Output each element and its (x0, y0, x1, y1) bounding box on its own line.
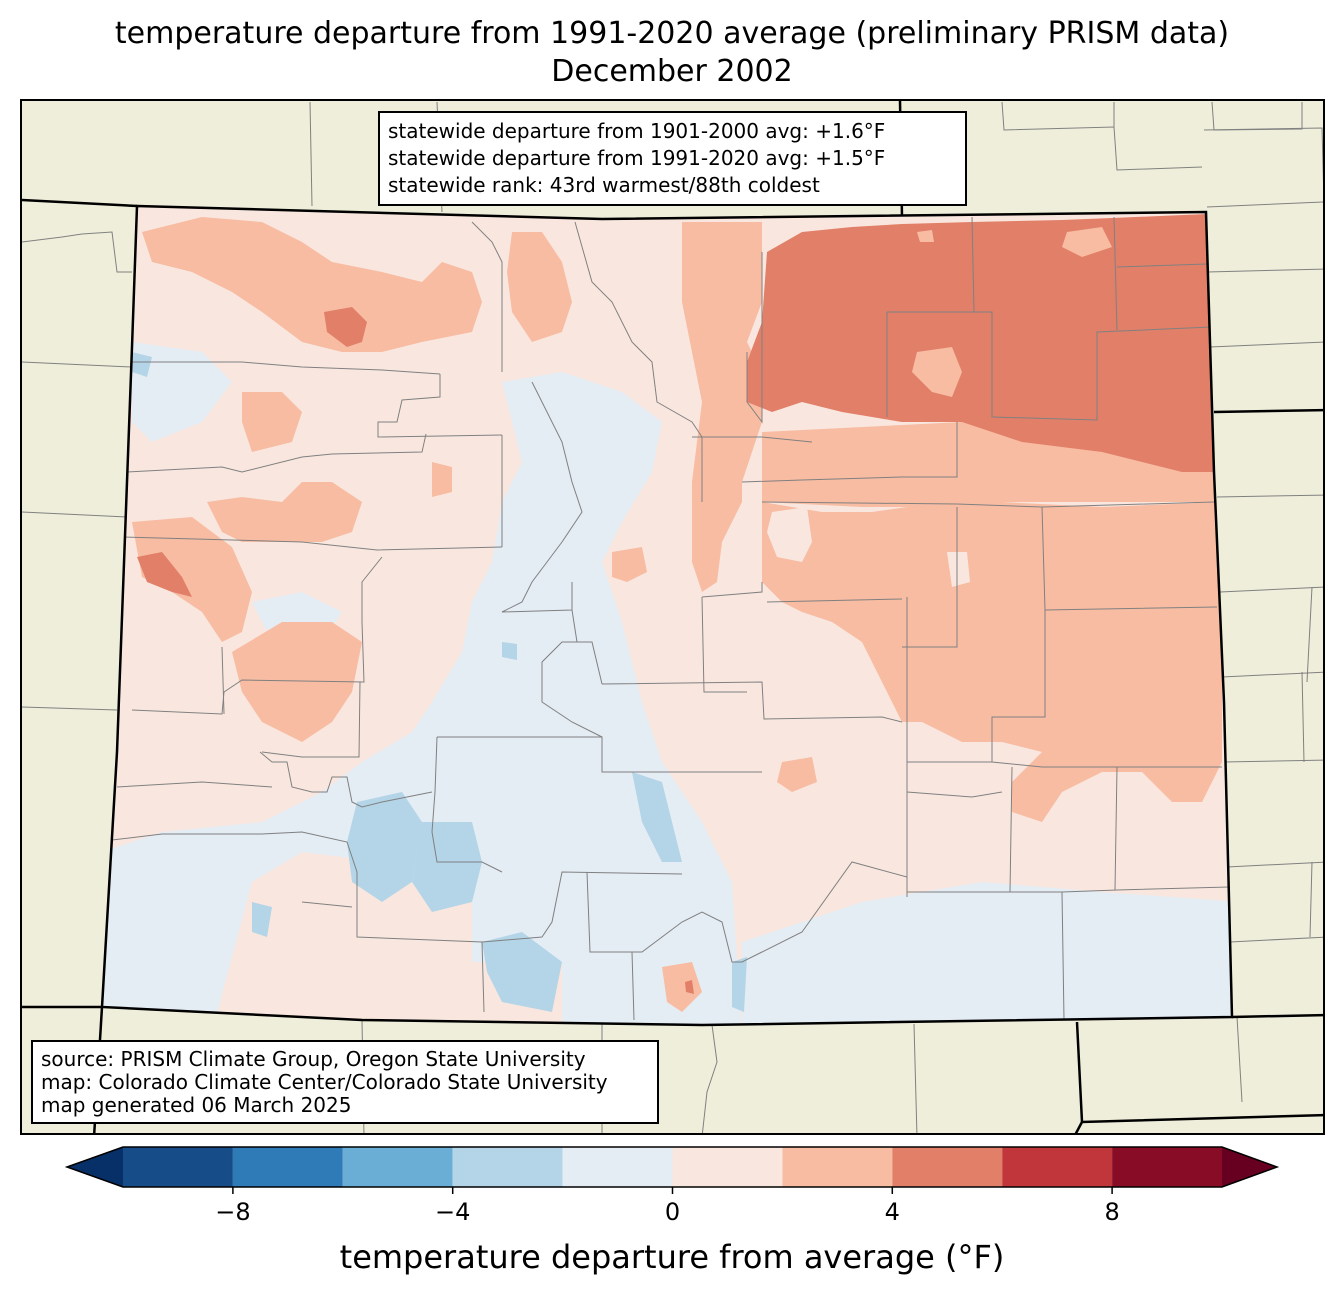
colorbar-bin (342, 1147, 453, 1187)
map-credit-line: map: Colorado Climate Center/Colorado St… (41, 1070, 608, 1094)
colorbar-under-arrow (67, 1147, 123, 1187)
colorbar-bin (123, 1147, 233, 1187)
statewide-stats-box: statewide departure from 1901-2000 avg: … (378, 111, 967, 206)
colorbar-bin (562, 1147, 673, 1187)
colorbar-tick-label: 8 (1104, 1198, 1119, 1226)
neutral-islands (767, 507, 970, 587)
colorbar-over-arrow (1222, 1147, 1277, 1187)
colorado-state-boundary (100, 204, 1234, 1027)
colorbar-label: temperature departure from average (°F) (339, 1238, 1005, 1276)
stats-line-rank: statewide rank: 43rd warmest/88th coldes… (388, 173, 820, 197)
map-title: temperature departure from 1991-2020 ave… (114, 16, 1230, 51)
map-panel (20, 99, 1325, 1135)
map-subtitle-date: December 2002 (551, 54, 793, 89)
colorbar-bin (1002, 1147, 1113, 1187)
colorbar-tick-label: −8 (215, 1198, 250, 1226)
colorbar-bin (452, 1147, 563, 1187)
source-credit-box: source: PRISM Climate Group, Oregon Stat… (31, 1040, 659, 1124)
colorbar: −8 −4 0 4 8 (64, 1146, 1280, 1226)
colorbar-bin (782, 1147, 893, 1187)
colorbar-bin (892, 1147, 1003, 1187)
generated-date-line: map generated 06 March 2025 (41, 1093, 352, 1117)
colorbar-bin (672, 1147, 783, 1187)
warm-holes (912, 227, 1112, 397)
colorbar-tick-label: 4 (885, 1198, 900, 1226)
colorbar-outline (64, 1146, 1280, 1188)
stats-line-1901-2000: statewide departure from 1901-2000 avg: … (388, 119, 886, 143)
source-line: source: PRISM Climate Group, Oregon Stat… (41, 1047, 586, 1071)
county-lines (111, 216, 1231, 1021)
colorbar-tick-label: 0 (665, 1198, 680, 1226)
cool-regions (102, 342, 1232, 1025)
stats-line-1991-2020: statewide departure from 1991-2020 avg: … (388, 146, 886, 170)
colorado-temperature-map (22, 101, 1323, 1133)
cold-regions (132, 352, 747, 1012)
temperature-field (102, 206, 1232, 1025)
colorbar-bin (1112, 1147, 1222, 1187)
colorbar-bin (232, 1147, 343, 1187)
colorbar-tick-label: −4 (435, 1198, 470, 1226)
